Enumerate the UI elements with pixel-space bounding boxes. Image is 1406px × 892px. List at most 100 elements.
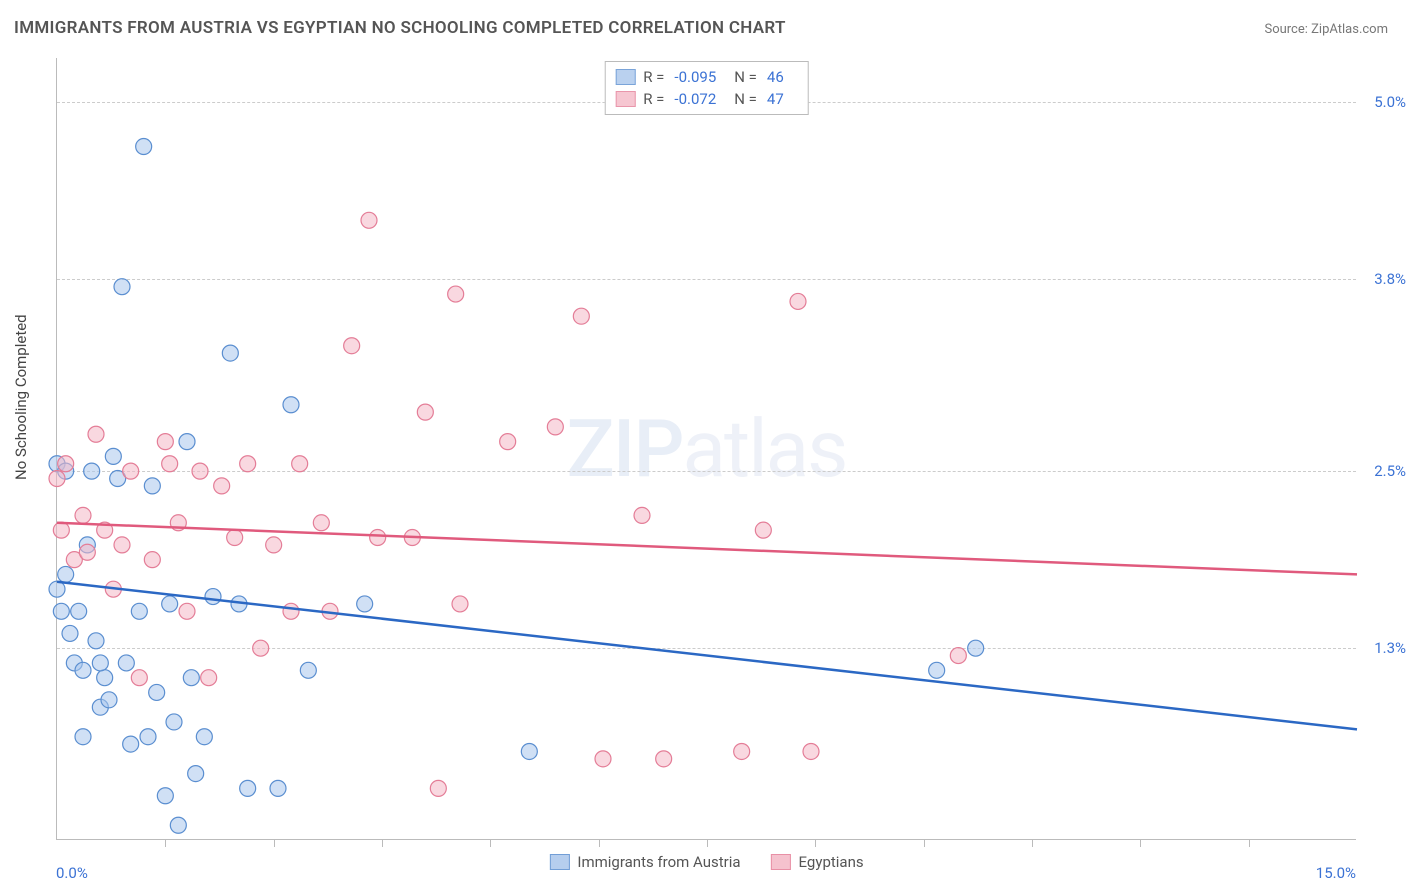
data-point	[357, 596, 373, 612]
x-tick	[382, 839, 383, 847]
data-point	[183, 670, 199, 686]
data-point	[240, 456, 256, 472]
data-point	[49, 471, 65, 487]
legend-row: R = -0.095 N = 46	[615, 66, 794, 88]
data-point	[547, 419, 563, 435]
x-tick	[924, 839, 925, 847]
data-point	[157, 788, 173, 804]
data-point	[755, 522, 771, 538]
data-point	[521, 743, 537, 759]
data-point	[283, 397, 299, 413]
data-point	[222, 345, 238, 361]
legend-swatch	[615, 69, 635, 85]
y-tick-label: 3.8%	[1374, 270, 1406, 288]
data-point	[179, 434, 195, 450]
data-point	[58, 456, 74, 472]
data-point	[240, 780, 256, 796]
data-point	[114, 537, 130, 553]
data-point	[53, 522, 69, 538]
data-point	[75, 729, 91, 745]
x-tick	[599, 839, 600, 847]
y-axis-label: No Schooling Completed	[12, 314, 30, 480]
data-point	[790, 293, 806, 309]
x-axis-min-label: 0.0%	[56, 864, 88, 882]
data-point	[131, 603, 147, 619]
plot-area: ZIPatlas 5.0%3.8%2.5%1.3% R =-0.095N =46…	[56, 58, 1356, 840]
data-point	[292, 456, 308, 472]
data-point	[170, 817, 186, 833]
data-point	[417, 404, 433, 420]
legend-item: Immigrants from Austria	[549, 853, 740, 871]
data-point	[75, 662, 91, 678]
data-point	[53, 603, 69, 619]
data-point	[595, 751, 611, 767]
chart-title: IMMIGRANTS FROM AUSTRIA VS EGYPTIAN NO S…	[14, 18, 786, 38]
data-point	[144, 478, 160, 494]
data-point	[88, 426, 104, 442]
data-point	[62, 625, 78, 641]
y-tick-label: 5.0%	[1374, 93, 1406, 111]
data-point	[313, 515, 329, 531]
series-legend: Immigrants from Austria Egyptians	[549, 853, 863, 871]
data-point	[144, 552, 160, 568]
x-axis-max-label: 15.0%	[1316, 864, 1356, 882]
data-point	[634, 507, 650, 523]
data-point	[166, 714, 182, 730]
data-point	[84, 463, 100, 479]
data-point	[573, 308, 589, 324]
regression-line	[57, 582, 1357, 730]
data-point	[452, 596, 468, 612]
legend-item: Egyptians	[771, 853, 864, 871]
data-point	[734, 743, 750, 759]
x-tick	[1140, 839, 1141, 847]
data-point	[370, 530, 386, 546]
legend-label: Immigrants from Austria	[577, 853, 740, 871]
data-point	[192, 463, 208, 479]
n-label: N =	[734, 90, 757, 108]
correlation-legend: R = -0.095 N = 46R = -0.072 N = 47	[604, 61, 809, 115]
data-point	[105, 448, 121, 464]
n-value: 47	[767, 90, 784, 108]
data-point	[266, 537, 282, 553]
n-label: N =	[734, 68, 757, 86]
data-point	[448, 286, 464, 302]
data-point	[79, 544, 95, 560]
data-point	[205, 589, 221, 605]
x-tick	[490, 839, 491, 847]
data-point	[149, 684, 165, 700]
data-point	[300, 662, 316, 678]
source-attribution: Source: ZipAtlas.com	[1264, 22, 1388, 37]
data-point	[58, 566, 74, 582]
data-point	[430, 780, 446, 796]
chart-container: IMMIGRANTS FROM AUSTRIA VS EGYPTIAN NO S…	[0, 0, 1406, 892]
data-point	[131, 670, 147, 686]
data-point	[344, 338, 360, 354]
r-value: -0.072	[674, 90, 716, 108]
data-point	[179, 603, 195, 619]
data-point	[157, 434, 173, 450]
data-point	[196, 729, 212, 745]
data-point	[123, 463, 139, 479]
data-point	[75, 507, 91, 523]
r-value: -0.095	[674, 68, 716, 86]
data-point	[253, 640, 269, 656]
data-point	[92, 655, 108, 671]
x-tick	[165, 839, 166, 847]
regression-line	[57, 523, 1357, 575]
n-value: 46	[767, 68, 784, 86]
y-tick-label: 2.5%	[1374, 462, 1406, 480]
legend-row: R =-0.072N =47	[615, 88, 794, 110]
r-label: R =	[643, 68, 664, 86]
data-point	[140, 729, 156, 745]
data-point	[88, 633, 104, 649]
data-point	[803, 743, 819, 759]
data-point	[950, 648, 966, 664]
data-point	[201, 670, 217, 686]
data-point	[162, 456, 178, 472]
data-point	[968, 640, 984, 656]
data-point	[114, 279, 130, 295]
data-point	[361, 212, 377, 228]
x-tick	[707, 839, 708, 847]
data-point	[136, 139, 152, 155]
data-point	[270, 780, 286, 796]
